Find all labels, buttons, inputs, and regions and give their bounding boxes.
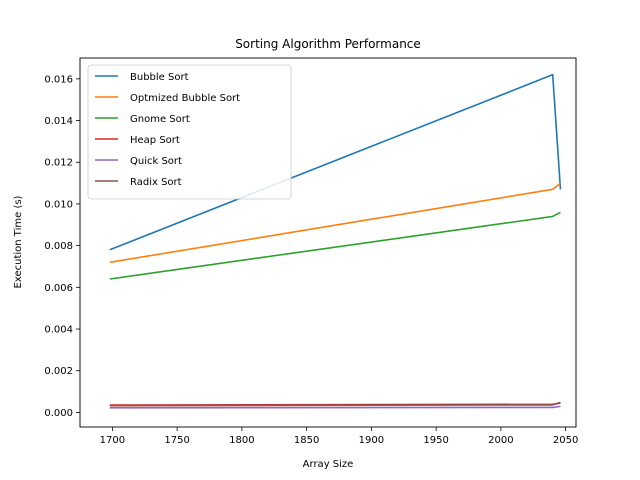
y-tick-label: 0.010 — [44, 199, 73, 210]
y-tick-label: 0.002 — [44, 366, 73, 377]
plot-frame — [79, 57, 577, 428]
series-line-gnome-sort — [109, 211, 561, 280]
legend-box — [87, 64, 292, 200]
x-tick-label: 1800 — [229, 435, 254, 446]
x-tick-label: 1750 — [164, 435, 189, 446]
x-tick-label: 1950 — [423, 435, 448, 446]
legend-label: Quick Sort — [130, 156, 182, 167]
series-line-quick-sort — [109, 405, 561, 409]
y-tick-label: 0.008 — [44, 241, 73, 252]
y-axis: 0.000 0.002 0.004 0.006 0.008 0.010 0.012 0.014… — [44, 74, 80, 419]
y-tick-label: 0.004 — [44, 325, 73, 336]
x-tick-label: 1850 — [294, 435, 319, 446]
y-axis-label: Execution Time (s) — [13, 195, 24, 288]
y-tick-label: 0.012 — [44, 158, 73, 169]
y-tick-label: 0.016 — [44, 74, 73, 85]
legend-label: Gnome Sort — [130, 114, 190, 125]
y-tick-label: 0.000 — [44, 408, 73, 419]
series-line-optmized-bubble-sort — [109, 182, 561, 264]
legend: Bubble Sort Optmized Bubble Sort Gnome Sor… — [87, 64, 292, 200]
legend-label: Bubble Sort — [130, 72, 189, 83]
legend-label: Radix Sort — [130, 177, 182, 188]
y-tick-label: 0.006 — [44, 283, 73, 294]
x-tick-label: 1700 — [100, 435, 125, 446]
chart-title: Sorting Algorithm Performance — [235, 37, 421, 51]
x-tick-label: 1900 — [359, 435, 384, 446]
x-tick-label: 2000 — [488, 435, 513, 446]
x-axis-label: Array Size — [303, 459, 354, 470]
legend-label: Optmized Bubble Sort — [130, 93, 240, 104]
legend-label: Heap Sort — [130, 135, 180, 146]
x-tick-label: 2050 — [553, 435, 578, 446]
series-line-radix-sort — [109, 401, 561, 407]
x-axis: 1700 1750 1800 1850 1900 1950 2000 2050 — [100, 427, 578, 446]
y-tick-label: 0.014 — [44, 116, 73, 127]
